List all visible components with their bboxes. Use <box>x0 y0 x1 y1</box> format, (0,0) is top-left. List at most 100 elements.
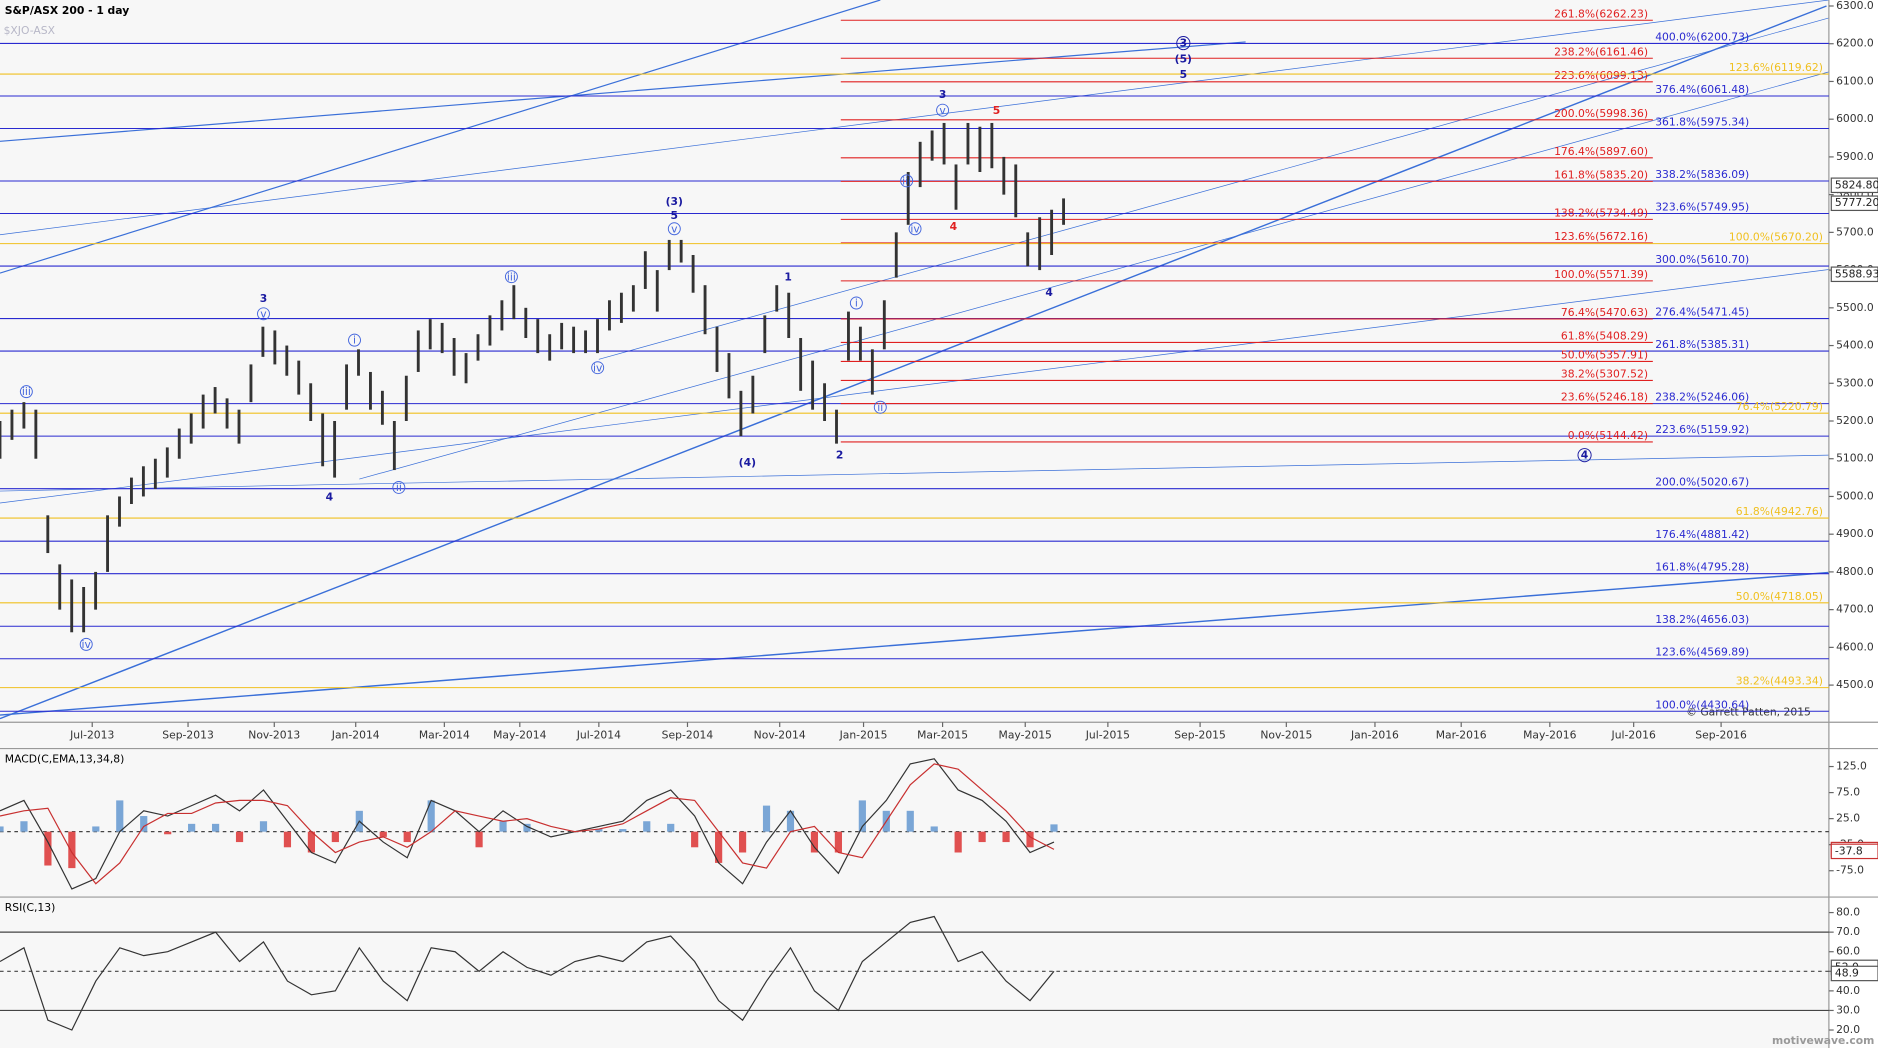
wave-circle <box>849 296 863 310</box>
x-tick-label: Sep-2013 <box>162 728 214 741</box>
histogram-bar <box>140 816 148 832</box>
x-tick-label: Nov-2014 <box>754 728 806 741</box>
histogram-bar <box>499 821 507 832</box>
histogram-bar <box>1050 824 1058 832</box>
fib-label: 223.6%(6099.13) <box>1554 69 1648 82</box>
y-tick-label: 75.0 <box>1836 786 1860 799</box>
histogram-bar <box>307 831 315 853</box>
wave-label: v <box>260 307 267 320</box>
wave-label: v <box>671 222 678 235</box>
wave-label: (4) <box>739 456 756 469</box>
histogram-bar <box>738 831 747 853</box>
trend-line <box>359 71 1829 480</box>
y-tick-label: 5900.0 <box>1836 150 1874 163</box>
panel-title: MACD(C,EMA,13,34,8) <box>5 752 125 765</box>
histogram-bar <box>1026 831 1034 848</box>
fib-label: 61.8%(5408.29) <box>1561 329 1648 342</box>
histogram-bar <box>954 831 962 853</box>
wave-label: (3) <box>666 195 683 208</box>
y-tick-label: 25.0 <box>1836 812 1860 825</box>
y-tick-label: 5700.0 <box>1836 225 1874 238</box>
wave-circle <box>908 222 922 236</box>
indicator-line <box>0 763 1055 885</box>
x-tick-label: Mar-2016 <box>1436 728 1487 741</box>
wave-circle <box>1577 448 1592 463</box>
fib-label: 338.2%(5836.09) <box>1655 168 1749 181</box>
fib-label: 100.0%(4430.64) <box>1655 698 1749 711</box>
fib-label: 138.2%(4656.03) <box>1655 613 1749 626</box>
histogram-bar <box>834 831 842 853</box>
y-tick-label: 125.0 <box>1836 760 1867 773</box>
wave-label: v <box>939 104 946 117</box>
panel-title: RSI(C,13) <box>5 901 56 914</box>
wave-circle <box>591 361 605 375</box>
wave-circle <box>900 174 914 188</box>
wave-label: 3 <box>939 88 946 101</box>
fib-label: 376.4%(6061.48) <box>1655 83 1749 96</box>
fib-label: 138.2%(5734.49) <box>1554 206 1648 219</box>
x-tick-label: Jul-2013 <box>69 728 114 741</box>
fib-label: 50.0%(5357.91) <box>1561 348 1648 361</box>
x-tick-label: May-2015 <box>999 728 1052 741</box>
y-tick-label: 6200.0 <box>1836 37 1874 50</box>
trend-line <box>0 0 1829 236</box>
y-tick-label: 5100.0 <box>1836 452 1874 465</box>
fib-label: 300.0%(5610.70) <box>1655 253 1749 266</box>
y-tick-label: 5500.0 <box>1836 301 1874 314</box>
fib-label: 38.2%(4493.34) <box>1736 675 1823 688</box>
histogram-bar <box>906 810 914 832</box>
fib-label: 176.4%(5897.60) <box>1554 145 1648 158</box>
wave-label: iii <box>902 174 911 187</box>
wave-label: 5 <box>671 209 678 222</box>
trend-line <box>0 269 1829 504</box>
histogram-bar <box>978 831 986 843</box>
fib-label: 238.2%(6161.46) <box>1554 45 1648 58</box>
histogram-bar <box>0 826 4 832</box>
wave-label: iv <box>82 638 92 651</box>
x-tick-label: Jan-2014 <box>331 728 380 741</box>
fib-label: 200.0%(5020.67) <box>1655 476 1749 489</box>
histogram-bar <box>810 831 819 853</box>
fib-label: 200.0%(5998.36) <box>1554 107 1648 120</box>
y-tick-label: 4600.0 <box>1836 640 1874 653</box>
y-tick-label: 4500.0 <box>1836 678 1874 691</box>
fib-label: 76.4%(5220.79) <box>1736 400 1823 413</box>
fib-label: 123.6%(4569.89) <box>1655 646 1749 659</box>
wave-label: 4 <box>326 491 334 504</box>
x-tick-label: May-2016 <box>1523 728 1577 741</box>
histogram-bar <box>116 800 124 832</box>
histogram-bar <box>235 831 244 843</box>
wave-label: i <box>855 297 858 310</box>
y-tick-label: 5400.0 <box>1836 339 1874 352</box>
wave-label: 3 <box>1180 37 1188 50</box>
fib-label: 261.8%(6262.23) <box>1554 7 1648 20</box>
wave-circle <box>873 400 887 414</box>
y-tick-label: -75.0 <box>1836 864 1864 877</box>
histogram-bar <box>523 823 531 832</box>
x-tick-label: Jul-2015 <box>1085 728 1130 741</box>
wave-label: ii <box>396 481 402 494</box>
y-tick-label: 4800.0 <box>1836 565 1874 578</box>
histogram-bar <box>68 831 76 869</box>
fib-label: 23.6%(5246.18) <box>1561 391 1648 404</box>
histogram-bar <box>164 831 172 835</box>
wave-label: 4 <box>1581 449 1589 462</box>
y-tick-label: 70.0 <box>1836 925 1860 938</box>
fib-label: 276.4%(5471.45) <box>1655 306 1749 319</box>
y-tick-label: 20.0 <box>1836 1023 1860 1036</box>
fib-label: 0.0%(5144.42) <box>1568 429 1648 442</box>
wave-label: iv <box>593 361 603 374</box>
wave-circle <box>936 103 950 117</box>
wave-label: ii <box>877 401 883 414</box>
x-tick-label: Sep-2016 <box>1695 728 1747 741</box>
histogram-bar <box>20 821 28 832</box>
y-tick-label: 6000.0 <box>1836 112 1874 125</box>
x-tick-label: Sep-2015 <box>1174 728 1226 741</box>
wave-label: iv <box>910 222 920 235</box>
fib-label: 38.2%(5307.52) <box>1561 367 1648 380</box>
histogram-bar <box>667 823 675 832</box>
wave-label: 4 <box>950 220 958 233</box>
wave-label: 5 <box>1180 68 1188 81</box>
